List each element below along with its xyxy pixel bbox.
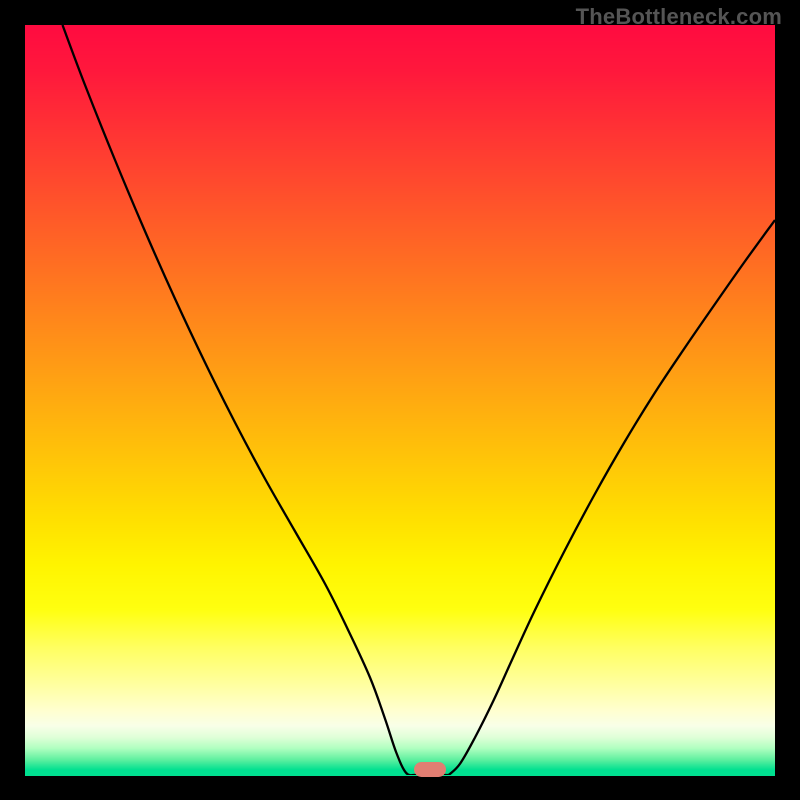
chart-plot-area	[25, 25, 775, 775]
gradient-background	[25, 25, 775, 775]
current-config-marker	[414, 762, 446, 777]
watermark-text: TheBottleneck.com	[576, 4, 782, 30]
